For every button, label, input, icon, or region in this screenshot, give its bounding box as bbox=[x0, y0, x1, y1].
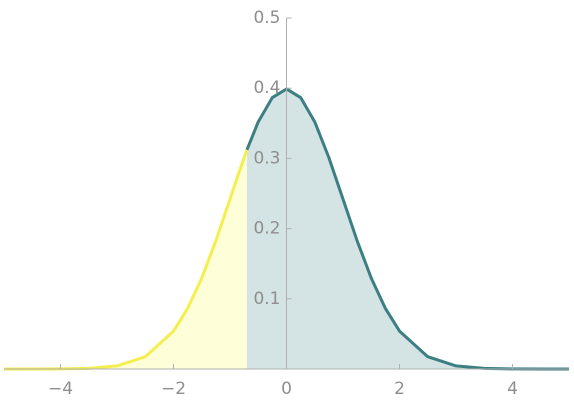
curve bbox=[245, 87, 569, 371]
y-tick-label: 0.2 bbox=[253, 219, 280, 239]
y-tick-label: 0.3 bbox=[253, 148, 280, 168]
x-tick-label: −2 bbox=[161, 379, 186, 399]
y-tick-label: 0.4 bbox=[253, 78, 280, 98]
area-fill bbox=[4, 149, 247, 369]
area-fill bbox=[246, 88, 569, 369]
y-tick-label: 0.5 bbox=[253, 8, 280, 28]
x-tick-label: −4 bbox=[48, 379, 73, 399]
y-tick-label: 0.1 bbox=[253, 289, 280, 309]
x-tick-label: 4 bbox=[507, 379, 518, 399]
x-tick-label: 2 bbox=[394, 379, 405, 399]
x-tick-label: 0 bbox=[281, 379, 292, 399]
